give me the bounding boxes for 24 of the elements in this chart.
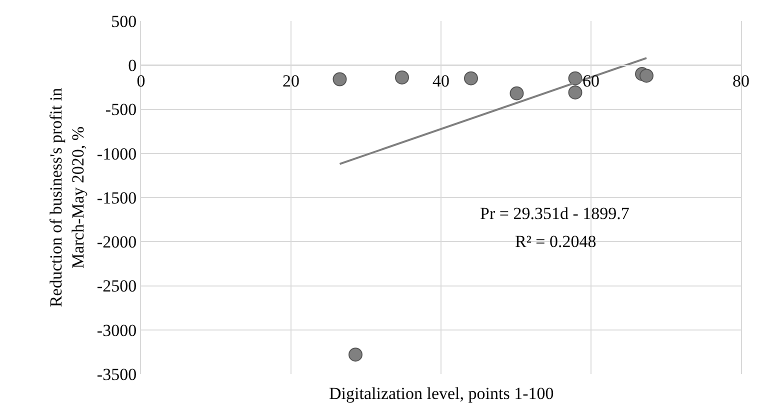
point — [395, 70, 409, 84]
y-tick-label: -3500 — [96, 364, 137, 384]
y-tick-label: -2000 — [96, 232, 137, 252]
y-axis-title: Reduction of business's profit in March-May 2020, % — [46, 87, 88, 308]
point — [348, 348, 362, 362]
x-tick-label: 60 — [582, 72, 600, 91]
annotation: Pr = 29.351d - 1899.7 — [480, 204, 630, 223]
y-tick-label: -1000 — [96, 144, 137, 164]
x-tick-label: 40 — [432, 72, 450, 91]
point — [568, 85, 582, 100]
point — [510, 86, 524, 100]
y-tick-label: -500 — [105, 100, 137, 120]
y-tick-label: -1500 — [96, 188, 137, 208]
x-tick-label: 20 — [282, 72, 300, 91]
y-tick-label: 0 — [128, 56, 137, 76]
y-tick-label: -3000 — [96, 320, 137, 340]
y-tick-label: 500 — [111, 12, 137, 31]
point — [332, 72, 347, 86]
y-tick-label: -2500 — [96, 276, 137, 296]
annotation: R² = 0.2048 — [515, 232, 596, 251]
point — [640, 68, 654, 83]
point — [464, 71, 478, 86]
x-tick-label: 80 — [732, 72, 750, 91]
x-axis-title: Digitalization level, points 1-100 — [329, 384, 554, 403]
